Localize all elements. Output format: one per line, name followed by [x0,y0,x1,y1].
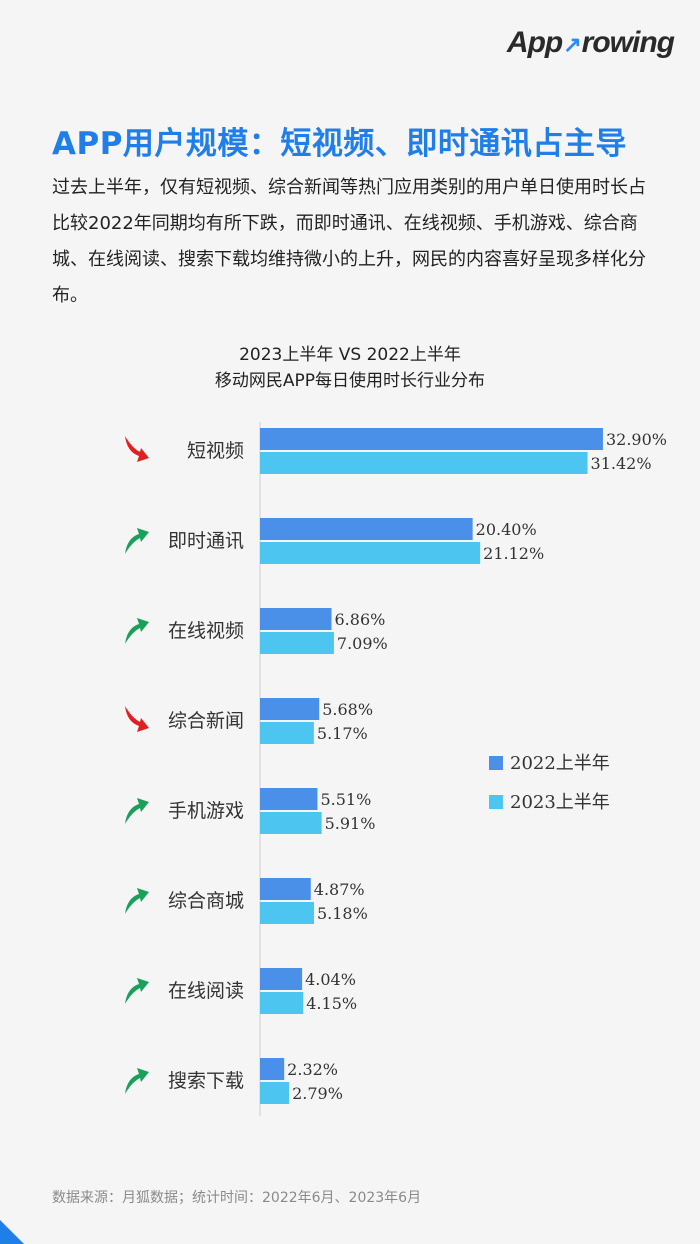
bar [260,722,314,744]
value-label: 2.32% [287,1060,338,1079]
logo-arrow-icon: ↗ [563,32,581,57]
category-label: 搜索下载 [168,1070,244,1092]
bar [260,1058,285,1080]
bar [260,878,311,900]
up-arrow-icon [125,1068,149,1094]
down-arrow-icon [125,706,149,732]
value-label: 5.91% [325,814,376,833]
bar [260,698,320,720]
value-label: 21.12% [483,544,544,563]
category-label: 综合新闻 [168,710,244,732]
category-label: 手机游戏 [168,800,244,822]
value-label: 4.15% [306,994,357,1013]
category-label: 即时通讯 [168,530,244,552]
bar [260,428,603,450]
value-label: 6.86% [335,610,386,629]
up-arrow-icon [125,798,149,824]
category-label: 在线视频 [168,620,244,642]
value-label: 5.68% [322,700,373,719]
bar [260,518,473,540]
chart-subtitle: 移动网民APP每日使用时长行业分布 [214,371,486,391]
bar [260,632,334,654]
legend-swatch [489,756,503,770]
bar [260,812,322,834]
bar [260,608,332,630]
bar [260,788,318,810]
up-arrow-icon [125,978,149,1004]
up-arrow-icon [125,618,149,644]
page-description: 过去上半年，仅有短视频、综合新闻等热门应用类别的用户单日使用时长占比较2022年… [52,177,646,306]
value-label: 5.18% [317,904,368,923]
legend-label: 2023上半年 [510,792,610,813]
appgrowing-logo: App↗rowing [506,26,675,59]
value-label: 4.87% [314,880,365,899]
corner-decoration [0,1220,24,1244]
bar-chart: 短视频 32.90% 31.42% 即时通讯 20.40% 21.12% 在线视频 6.86%… [125,422,667,1116]
legend-label: 2022上半年 [510,753,610,774]
value-label: 4.04% [305,970,356,989]
bar [260,968,303,990]
value-label: 5.17% [317,724,368,743]
bar [260,992,304,1014]
data-source-note: 数据来源：月狐数据；统计时间：2022年6月、2023年6月 [52,1190,422,1206]
down-arrow-icon [125,436,149,462]
value-label: 5.51% [320,790,371,809]
value-label: 32.90% [606,430,667,449]
bar [260,452,588,474]
category-label: 在线阅读 [168,980,244,1002]
bar [260,902,314,924]
bar [260,1082,290,1104]
page-headline: APP用户规模：短视频、即时通讯占主导 [52,126,627,162]
value-label: 2.79% [292,1084,343,1103]
category-label: 综合商城 [168,890,244,912]
value-label: 20.40% [476,520,537,539]
bar [260,542,481,564]
legend-swatch [489,795,503,809]
up-arrow-icon [125,888,149,914]
category-label: 短视频 [187,440,244,462]
value-label: 7.09% [337,634,388,653]
chart-title: 2023上半年 VS 2022上半年 [239,345,461,365]
value-label: 31.42% [591,454,652,473]
up-arrow-icon [125,528,149,554]
